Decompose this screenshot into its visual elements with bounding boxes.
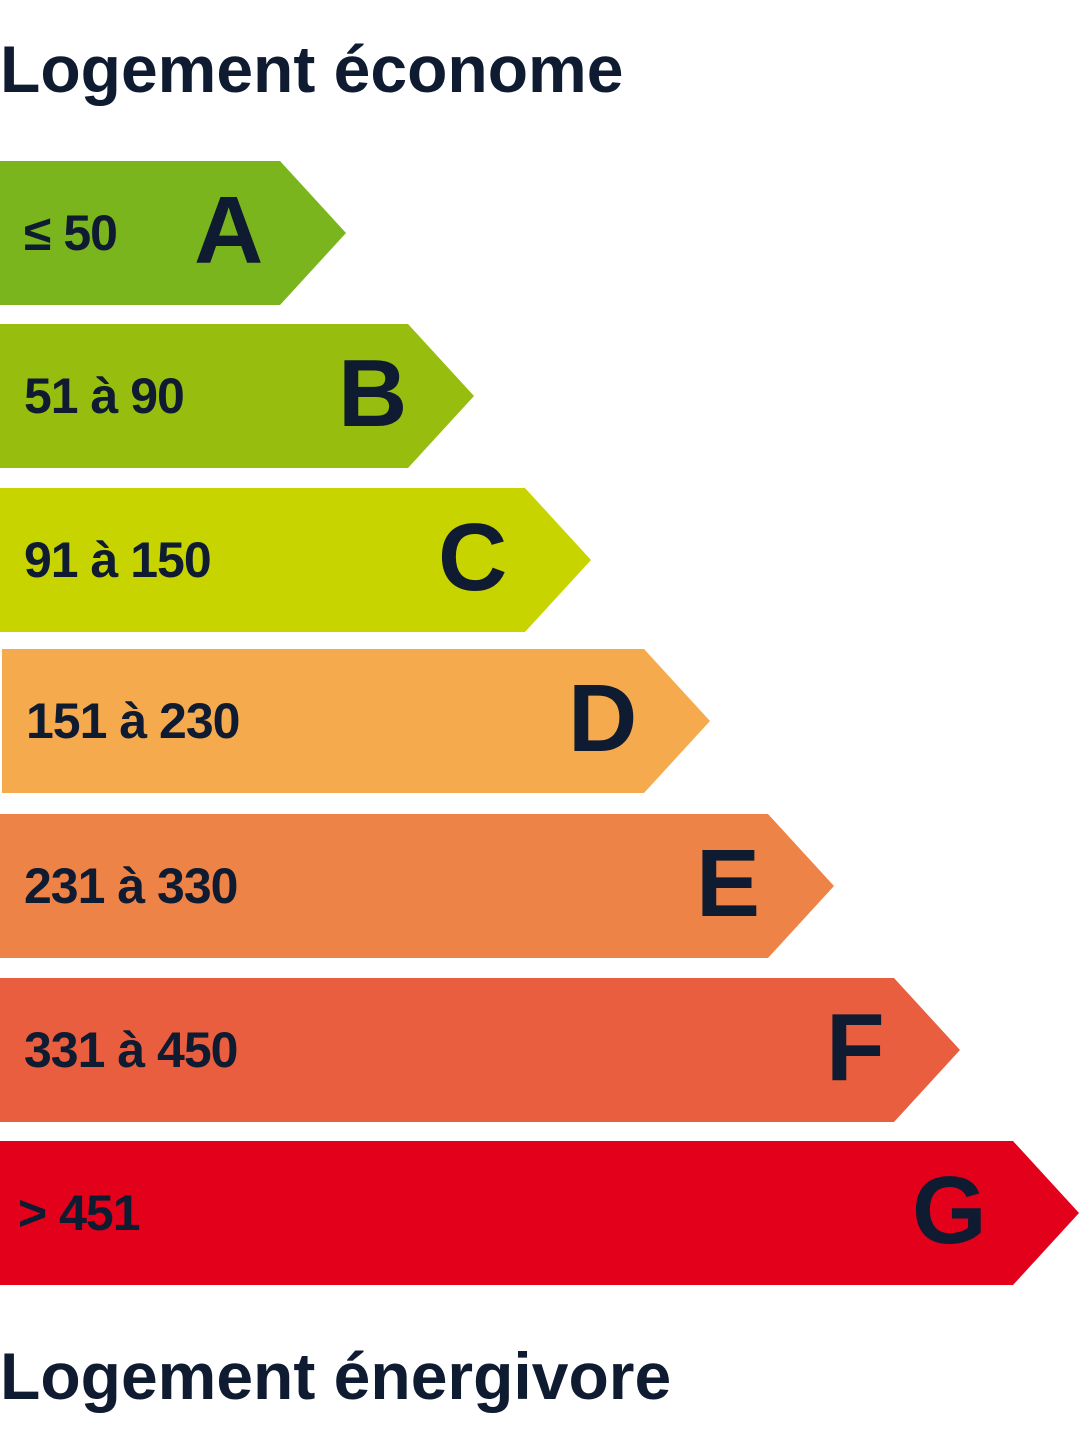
energy-class-a: ≤ 50 A	[0, 161, 346, 305]
energy-class-e: 231 à 330 E	[0, 814, 834, 958]
class-letter: F	[826, 993, 885, 1101]
range-label: 91 à 150	[24, 532, 212, 588]
class-letter: C	[438, 503, 508, 611]
economical-heading: Logement économe	[0, 32, 624, 106]
energy-class-c: 91 à 150 C	[0, 488, 591, 632]
range-label: ≤ 50	[24, 205, 118, 261]
energy-class-f: 331 à 450 F	[0, 978, 960, 1122]
class-letter: A	[194, 176, 264, 284]
energy-class-b: 51 à 90 B	[0, 324, 474, 468]
class-letter: B	[338, 339, 408, 447]
energy-class-d: 151 à 230 D	[2, 649, 710, 793]
range-label: 51 à 90	[24, 368, 185, 424]
range-label: 151 à 230	[26, 693, 240, 749]
range-label: 331 à 450	[24, 1022, 238, 1078]
class-letter: E	[696, 829, 761, 937]
energy-intensive-heading: Logement énergivore	[0, 1339, 672, 1413]
energy-class-g: > 451 G	[0, 1141, 1079, 1285]
range-label: > 451	[18, 1185, 141, 1241]
class-letter: G	[912, 1156, 987, 1264]
range-label: 231 à 330	[24, 858, 238, 914]
class-letter: D	[568, 664, 638, 772]
